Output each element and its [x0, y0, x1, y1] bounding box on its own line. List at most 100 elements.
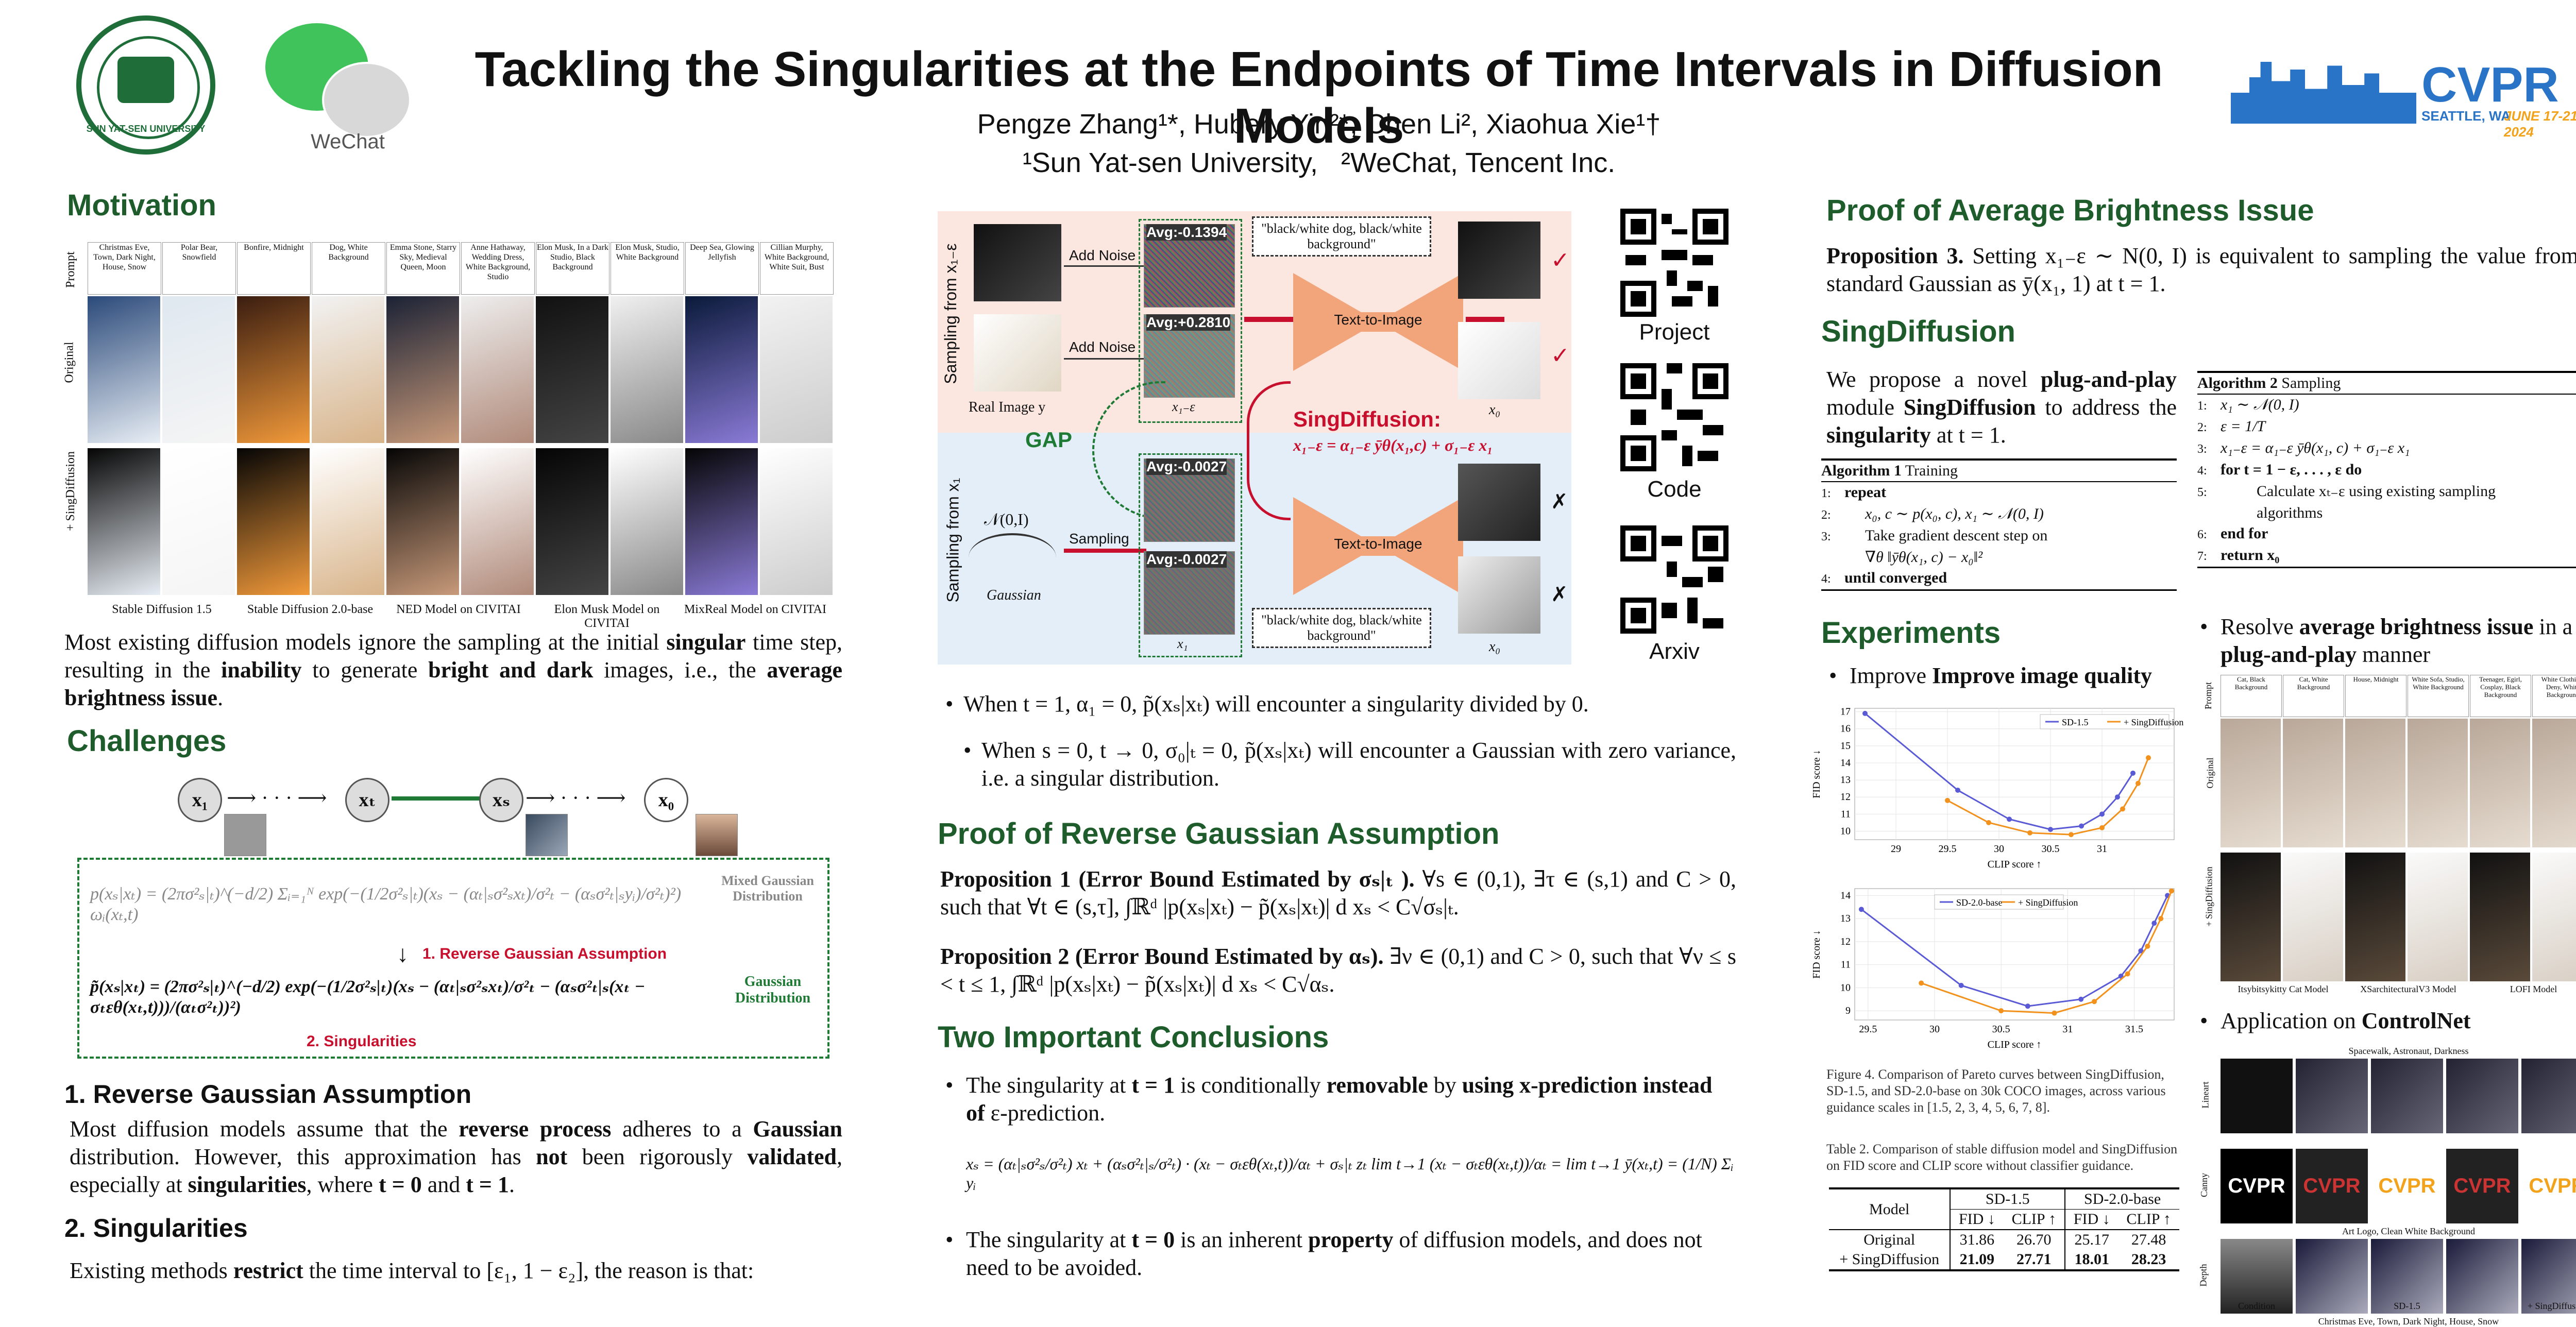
alg2-line: 6: end for [2197, 523, 2576, 545]
singdiffusion-image [2283, 853, 2343, 981]
prompt-cell: Teenager, Egirl, Cosplay, Black Backgrou… [2470, 675, 2531, 717]
original-image [536, 296, 608, 443]
y-tick-label: 10 [1840, 825, 1851, 837]
text-run: . [217, 685, 224, 710]
y-tick-label: 10 [1840, 982, 1851, 993]
motivation-figure: Prompt Original + SingDiffusion Christma… [62, 242, 840, 630]
prompt-cell: Christmas Eve, Town, Dark Night, House, … [88, 242, 161, 295]
avg-label: Avg:-0.1394 [1146, 224, 1227, 241]
line-num: 2: [1821, 508, 1831, 522]
row-label-sing: + SingDiffusion [64, 451, 78, 532]
qr-code-icon [1620, 363, 1728, 471]
data-point [2120, 806, 2125, 812]
cn-image [2446, 1059, 2518, 1133]
cn-image [2521, 1059, 2576, 1133]
text-run: and [421, 1172, 466, 1197]
cn-image: CVPR [2446, 1149, 2518, 1223]
text-run: Most existing diffusion models ignore th… [64, 630, 667, 655]
data-point [1986, 820, 1991, 825]
original-image [2283, 719, 2343, 847]
data-point [2115, 794, 2120, 800]
cross-icon: ✗ [1551, 583, 1568, 606]
prop1-title: Proposition 1 (Error Bound Estimated by … [940, 866, 1415, 892]
output-grey-dog [1458, 556, 1540, 634]
qr-arxiv[interactable] [1620, 525, 1728, 634]
text-run: for t = 1 − ε, . . . , ε do [2221, 461, 2362, 478]
red-curve [1247, 381, 1291, 520]
x0-label: x₀ [1489, 639, 1501, 655]
check-icon: ✓ [1551, 248, 1570, 273]
qr-project[interactable] [1620, 209, 1728, 317]
model-label: NED Model on CIVITAI [396, 603, 521, 616]
cell: 31.86 [1959, 1231, 1995, 1248]
text-run: adheres to a [611, 1116, 753, 1142]
qr-arxiv-label: Arxiv [1649, 639, 1700, 664]
text-run: manner [2357, 642, 2431, 667]
cn-image: CVPR [2296, 1149, 2368, 1223]
singularities-label: 2. Singularities [307, 1033, 417, 1050]
line-num: 1: [1821, 487, 1831, 500]
original-image [2408, 719, 2468, 847]
text-run: singularities [188, 1172, 307, 1197]
legend-entry: + SingDiffusion [2018, 897, 2078, 908]
original-image [2221, 719, 2281, 847]
line-num: 4: [2197, 464, 2207, 478]
prompt-cell: House, Midnight [2345, 675, 2406, 717]
singdiffusion-image [760, 448, 833, 595]
cn-image [2296, 1239, 2368, 1314]
plot-area [1854, 888, 2175, 1020]
chain-arrow-green [392, 796, 484, 801]
prompt-cell: Elon Musk, In a Dark Studio, Black Backg… [536, 242, 609, 295]
prop1: Proposition 1 (Error Bound Estimated by … [940, 865, 1736, 921]
series-line [1865, 712, 2134, 830]
bullet-dot: • [2200, 614, 2208, 639]
prop2: Proposition 2 (Error Bound Estimated by … [940, 943, 1736, 998]
cn-row-label: Depth [2198, 1264, 2209, 1287]
text-run: end for [2221, 525, 2268, 542]
text-run: by [1428, 1073, 1462, 1098]
cross-icon: ✗ [1551, 490, 1568, 513]
text-run: time step, resulting in the [64, 630, 842, 683]
text-run: Improve image quality [1932, 663, 2153, 688]
original-image [2470, 719, 2530, 847]
col-sub: CLIP ↑ [2003, 1209, 2066, 1230]
data-point [2069, 832, 2074, 838]
model-label: Stable Diffusion 1.5 [112, 603, 212, 616]
text-run: t = 1 [1131, 1073, 1175, 1098]
x1-label: x₁ [1177, 636, 1188, 651]
text-run: inability [221, 657, 302, 683]
original-image [2345, 719, 2405, 847]
poster-title: Tackling the Singularities at the Endpoi… [474, 42, 2163, 154]
data-point [2138, 948, 2144, 954]
cn-col-label: SD-1.5 [2394, 1301, 2420, 1311]
y-axis-label: FID score ↓ [1811, 750, 1822, 798]
text-run: ε-prediction. [985, 1100, 1106, 1126]
singdiffusion-image [162, 448, 235, 595]
x-tick-label: 29 [1891, 843, 1901, 855]
text-run: is conditionally [1175, 1073, 1327, 1098]
cell: 25.17 [2074, 1231, 2109, 1248]
data-point [2125, 971, 2130, 977]
add-noise-label: Add Noise [1069, 247, 1136, 263]
cn-image [2221, 1239, 2293, 1314]
cn-prompt: Christmas Eve, Town, Dark Night, House, … [2318, 1316, 2499, 1326]
original-image [685, 296, 758, 443]
text-run: t = 1 [466, 1172, 509, 1197]
prop3-title: Proposition 3. [1826, 243, 1964, 268]
cn-image: CVPR [2221, 1149, 2293, 1223]
cn-image: CVPR [2371, 1149, 2443, 1223]
gaussian-curve [969, 533, 1056, 582]
data-point [2130, 770, 2136, 776]
prop2-title: Proposition 2 (Error Bound Estimated by … [940, 944, 1384, 969]
qr-code[interactable] [1620, 363, 1728, 471]
line-num: 7: [2197, 550, 2207, 563]
x-tick-label: 30 [1929, 1024, 1940, 1035]
text-run: Resolve [2221, 614, 2299, 639]
original-image [162, 296, 235, 443]
text-run: not [536, 1144, 568, 1169]
text-run: Gaussian [753, 1116, 842, 1142]
text-run: Take gradient descent step on [1865, 527, 2048, 544]
cell: 27.71 [2003, 1250, 2066, 1270]
text-run: singularity [1826, 422, 1931, 448]
model-label: Itsybitsykitty Cat Model [2238, 984, 2329, 994]
